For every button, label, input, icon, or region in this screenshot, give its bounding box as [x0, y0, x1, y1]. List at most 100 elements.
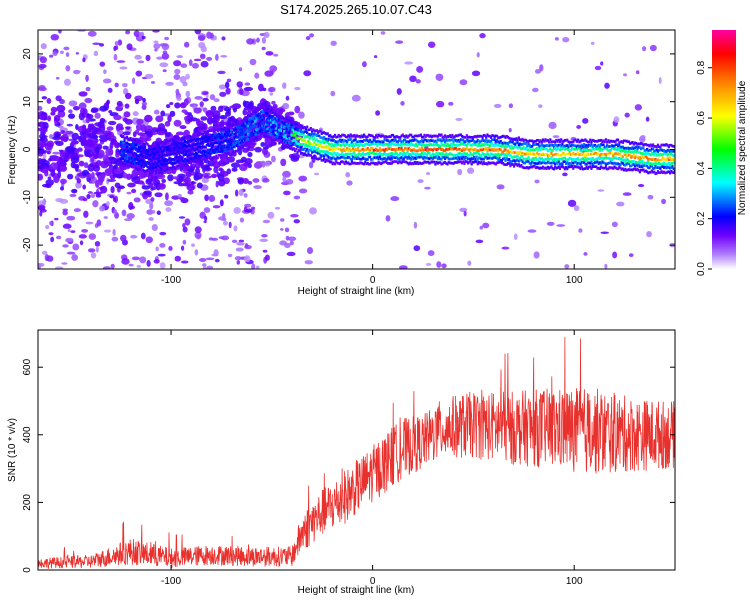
heatmap-noise-cell — [194, 96, 203, 100]
heatmap-ridge-cell — [533, 164, 536, 168]
heatmap-ridge-cell — [214, 128, 217, 132]
heatmap-ridge-cell — [596, 140, 599, 143]
heatmap-cloud-cell — [262, 146, 269, 150]
heatmap-ridge-cell — [567, 165, 570, 169]
heatmap-ridge-cell — [134, 139, 137, 142]
heatmap-ridge-cell — [229, 133, 233, 136]
heatmap-ridge-cell — [554, 152, 557, 156]
heatmap-ridge-cell — [133, 144, 136, 148]
heatmap-ridge-cell — [338, 138, 341, 142]
heatmap-ridge-cell — [673, 167, 675, 171]
heatmap-cloud-cell — [132, 131, 137, 138]
heatmap-ridge-cell — [448, 138, 452, 142]
heatmap-ridge-cell — [382, 160, 385, 164]
heatmap-ridge-cell — [546, 149, 549, 153]
heatmap-ridge-cell — [499, 148, 502, 152]
heatmap-ridge-cell — [344, 160, 348, 163]
heatmap-ridge-cell — [283, 121, 286, 125]
heatmap-ridge-cell — [654, 145, 657, 148]
heatmap-ridge-cell — [620, 154, 623, 158]
heatmap-ridge-cell — [215, 128, 218, 131]
heatmap-ridge-cell — [545, 144, 548, 147]
heatmap-ridge-cell — [442, 155, 445, 159]
heatmap-ridge-cell — [398, 158, 401, 161]
heatmap-ridge-cell — [370, 151, 373, 155]
heatmap-ridge-cell — [608, 148, 611, 152]
heatmap-ridge-cell — [145, 162, 148, 165]
heatmap-ridge-cell — [631, 141, 634, 144]
heatmap-ridge-cell — [595, 161, 598, 164]
heatmap-ridge-cell — [394, 149, 397, 152]
heatmap-ridge-cell — [514, 155, 517, 158]
heatmap-ridge-cell — [192, 138, 195, 142]
heatmap-ridge-cell — [410, 162, 413, 166]
heatmap-ridge-cell — [321, 154, 325, 157]
heatmap-ridge-cell — [633, 164, 637, 168]
heatmap-ridge-cell — [534, 162, 537, 165]
heatmap-ridge-cell — [503, 157, 506, 160]
heatmap-ridge-cell — [194, 160, 198, 163]
heatmap-ridge-cell — [451, 138, 454, 142]
heatmap-ridge-cell — [286, 119, 289, 122]
heatmap-ridge-cell — [408, 148, 412, 151]
heatmap-ridge-cell — [473, 142, 476, 146]
heatmap-ridge-cell — [551, 140, 554, 143]
heatmap-ridge-cell — [140, 145, 143, 148]
heatmap-ridge-cell — [364, 148, 367, 152]
heatmap-ridge-cell — [279, 132, 282, 136]
heatmap-ridge-cell — [262, 129, 265, 133]
heatmap-ridge-cell — [418, 142, 421, 146]
heatmap-ridge-cell — [616, 162, 620, 165]
heatmap-ridge-cell — [177, 136, 181, 140]
heatmap-noise-cell — [54, 217, 59, 221]
heatmap-noise-cell — [95, 246, 99, 253]
heatmap-ridge-cell — [389, 139, 392, 143]
heatmap-ridge-cell — [193, 153, 196, 156]
heatmap-noise-cell — [228, 221, 232, 229]
heatmap-ridge-cell — [369, 143, 372, 147]
heatmap-noise-cell — [82, 57, 86, 63]
heatmap-ridge-cell — [156, 162, 159, 165]
heatmap-ridge-cell — [239, 146, 242, 150]
heatmap-ridge-cell — [179, 150, 182, 154]
heatmap-ridge-cell — [577, 144, 580, 148]
heatmap-ridge-cell — [563, 160, 566, 164]
heatmap-ridge-cell — [531, 145, 534, 148]
heatmap-ridge-cell — [223, 126, 227, 130]
heatmap-ridge-cell — [304, 135, 308, 138]
heatmap-ridge-cell — [500, 135, 504, 138]
heatmap-ridge-cell — [234, 123, 237, 126]
heatmap-ridge-cell — [417, 140, 420, 144]
heatmap-ridge-cell — [171, 161, 175, 165]
heatmap-ridge-cell — [360, 143, 363, 147]
heatmap-ridge-cell — [667, 149, 670, 152]
heatmap-noise-cell — [183, 41, 190, 48]
heatmap-ridge-cell — [659, 158, 662, 162]
heatmap-ridge-cell — [381, 158, 384, 161]
heatmap-ridge-cell — [278, 114, 281, 118]
heatmap-ridge-cell — [142, 161, 146, 164]
heatmap-ridge-cell — [130, 157, 133, 160]
heatmap-ridge-cell — [144, 170, 147, 174]
heatmap-ridge-cell — [390, 156, 393, 160]
heatmap-ridge-cell — [346, 153, 349, 157]
heatmap-ridge-cell — [342, 133, 345, 137]
heatmap-ridge-cell — [261, 124, 264, 128]
heatmap-noise-cell — [140, 232, 146, 240]
heatmap-ridge-cell — [197, 155, 200, 158]
heatmap-ridge-cell — [393, 148, 396, 151]
heatmap-ridge-cell — [482, 158, 485, 161]
heatmap-ridge-cell — [279, 114, 282, 118]
heatmap-ridge-cell — [471, 136, 475, 139]
heatmap-ridge-cell — [353, 149, 356, 153]
heatmap-ridge-cell — [644, 169, 647, 173]
heatmap-ridge-cell — [522, 151, 525, 155]
heatmap-ridge-cell — [483, 156, 487, 159]
heatmap-ridge-cell — [390, 133, 393, 137]
heatmap-ridge-cell — [583, 167, 586, 171]
heatmap-ridge-cell — [146, 168, 149, 172]
heatmap-ridge-cell — [257, 108, 260, 112]
heatmap-ridge-cell — [630, 168, 633, 171]
heatmap-ridge-cell — [593, 147, 597, 151]
heatmap-ridge-cell — [186, 158, 189, 162]
